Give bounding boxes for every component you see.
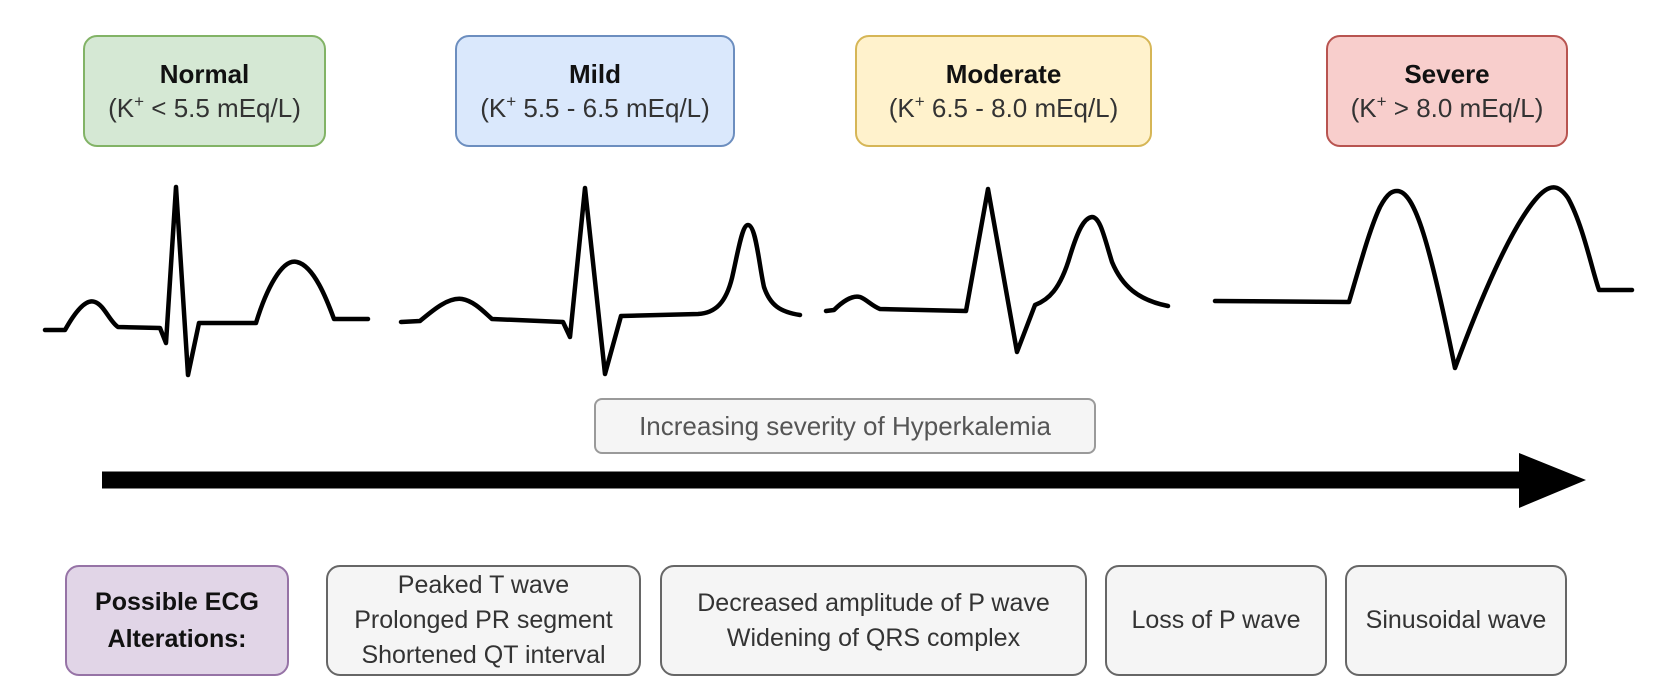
ecg-trace-mild: [398, 185, 803, 377]
stage-box-severe: Severe (K+ > 8.0 mEq/L): [1326, 35, 1568, 147]
alterations-title-line2: Alterations:: [107, 624, 247, 653]
alteration-line: Prolonged PR segment: [354, 606, 613, 634]
stage-range: (K+ 5.5 - 6.5 mEq/L): [480, 92, 710, 123]
severity-label: Increasing severity of Hyperkalemia: [594, 398, 1096, 454]
alteration-box-loss-p: Loss of P wave: [1105, 565, 1327, 676]
stage-box-mild: Mild (K+ 5.5 - 6.5 mEq/L): [455, 35, 735, 147]
alteration-box-moderate: Decreased amplitude of P wave Widening o…: [660, 565, 1087, 676]
alteration-box-mild: Peaked T wave Prolonged PR segment Short…: [326, 565, 641, 676]
stage-box-moderate: Moderate (K+ 6.5 - 8.0 mEq/L): [855, 35, 1152, 147]
stage-range: (K+ < 5.5 mEq/L): [108, 92, 301, 123]
alteration-box-sinusoidal: Sinusoidal wave: [1345, 565, 1567, 676]
alteration-line: Sinusoidal wave: [1365, 606, 1547, 634]
alteration-line: Peaked T wave: [397, 571, 570, 599]
ecg-trace-severe: [1212, 185, 1635, 371]
stage-range: (K+ 6.5 - 8.0 mEq/L): [888, 92, 1119, 123]
alterations-title-box: Possible ECG Alterations:: [65, 565, 289, 676]
severity-arrow-head: [1519, 453, 1586, 508]
alteration-line: Loss of P wave: [1131, 606, 1301, 634]
alterations-title-line1: Possible ECG: [95, 587, 259, 616]
ecg-trace-moderate: [823, 186, 1171, 355]
stage-range: (K+ > 8.0 mEq/L): [1350, 92, 1544, 123]
stage-title: Severe: [1404, 59, 1490, 89]
stage-title: Normal: [159, 59, 250, 89]
alteration-line: Widening of QRS complex: [726, 623, 1021, 652]
ecg-trace-normal: [42, 184, 371, 378]
alteration-line: Decreased amplitude of P wave: [697, 588, 1050, 617]
stage-title: Mild: [569, 59, 621, 89]
alteration-line: Shortened QT interval: [361, 641, 606, 669]
stage-box-normal: Normal (K+ < 5.5 mEq/L): [83, 35, 326, 147]
stage-title: Moderate: [945, 59, 1062, 89]
